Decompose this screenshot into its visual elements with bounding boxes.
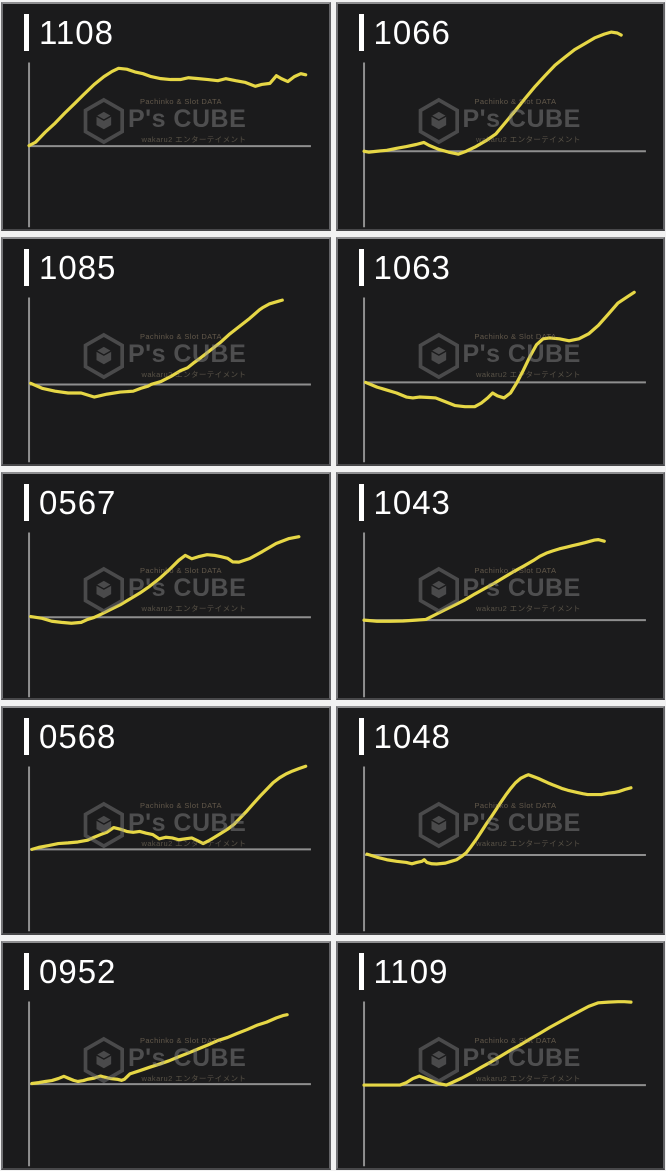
payout-series-line bbox=[366, 775, 630, 864]
machine-number-marker bbox=[24, 483, 29, 521]
machine-number: 1048 bbox=[373, 718, 451, 756]
payout-series-line bbox=[364, 539, 604, 621]
machine-graph-panel[interactable]: 1085 Pachinko & Slot DATA P's CUBE wakar… bbox=[1, 236, 331, 466]
machine-number-label: 1043 bbox=[358, 483, 451, 521]
machine-number-marker bbox=[358, 483, 364, 521]
payout-line-chart bbox=[338, 708, 664, 933]
machine-number-label: 0567 bbox=[24, 483, 117, 521]
payout-line-chart bbox=[3, 239, 329, 464]
machine-number-marker bbox=[24, 248, 29, 286]
payout-series-line bbox=[29, 68, 306, 145]
payout-series-line bbox=[365, 292, 634, 406]
payout-series-line bbox=[364, 1002, 631, 1085]
machine-number-marker bbox=[24, 953, 29, 991]
payout-line-chart bbox=[3, 474, 329, 699]
machine-number-label: 1066 bbox=[358, 14, 451, 51]
machine-number-label: 1085 bbox=[24, 248, 117, 286]
machine-graph-panel[interactable]: 0568 Pachinko & Slot DATA P's CUBE wakar… bbox=[1, 706, 331, 936]
machine-number: 1066 bbox=[373, 14, 451, 51]
machine-number-label: 0952 bbox=[24, 953, 117, 991]
payout-line-chart bbox=[338, 474, 664, 699]
payout-line-chart bbox=[338, 943, 664, 1168]
machine-graph-panel[interactable]: 1109 Pachinko & Slot DATA P's CUBE wakar… bbox=[335, 941, 665, 1170]
machine-number-marker bbox=[24, 718, 29, 756]
machine-graph-panel[interactable]: 1048 Pachinko & Slot DATA P's CUBE wakar… bbox=[335, 706, 665, 936]
machine-number-marker bbox=[358, 718, 364, 756]
payout-line-chart bbox=[3, 708, 329, 933]
machine-number-label: 0568 bbox=[24, 718, 117, 756]
machine-number-marker bbox=[358, 248, 364, 286]
machine-number-marker bbox=[358, 953, 364, 991]
payout-line-chart bbox=[338, 239, 664, 464]
machine-number-label: 1109 bbox=[358, 953, 449, 991]
machine-number: 0952 bbox=[39, 953, 117, 991]
machine-number-marker bbox=[358, 14, 364, 51]
payout-series-line bbox=[32, 1015, 287, 1084]
machine-number: 1085 bbox=[39, 248, 117, 286]
machine-number: 0568 bbox=[39, 718, 117, 756]
machine-number: 1043 bbox=[373, 483, 451, 521]
payout-line-chart bbox=[338, 4, 664, 229]
machine-number: 0567 bbox=[39, 483, 117, 521]
machine-number-label: 1063 bbox=[358, 248, 451, 286]
machine-number-label: 1048 bbox=[358, 718, 451, 756]
payout-series-line bbox=[364, 32, 621, 154]
machine-graph-panel[interactable]: 1108 Pachinko & Slot DATA P's CUBE wakar… bbox=[1, 2, 331, 231]
machine-number: 1063 bbox=[373, 248, 451, 286]
payout-series-line bbox=[31, 300, 283, 397]
machine-graph-panel[interactable]: 1063 Pachinko & Slot DATA P's CUBE wakar… bbox=[335, 236, 665, 466]
payout-line-chart bbox=[3, 943, 329, 1168]
payout-series-line bbox=[31, 536, 299, 623]
machine-number-marker bbox=[24, 14, 29, 51]
machine-number: 1109 bbox=[373, 953, 449, 991]
machine-graph-panel[interactable]: 1043 Pachinko & Slot DATA P's CUBE wakar… bbox=[335, 471, 665, 701]
payout-series-line bbox=[32, 767, 306, 850]
machine-number-label: 1108 bbox=[24, 14, 114, 51]
machine-graph-panel[interactable]: 0952 Pachinko & Slot DATA P's CUBE wakar… bbox=[1, 941, 331, 1170]
machine-number: 1108 bbox=[39, 14, 114, 51]
payout-line-chart bbox=[3, 4, 329, 229]
machine-graph-panel[interactable]: 0567 Pachinko & Slot DATA P's CUBE wakar… bbox=[1, 471, 331, 701]
machine-graph-panel[interactable]: 1066 Pachinko & Slot DATA P's CUBE wakar… bbox=[335, 2, 665, 231]
